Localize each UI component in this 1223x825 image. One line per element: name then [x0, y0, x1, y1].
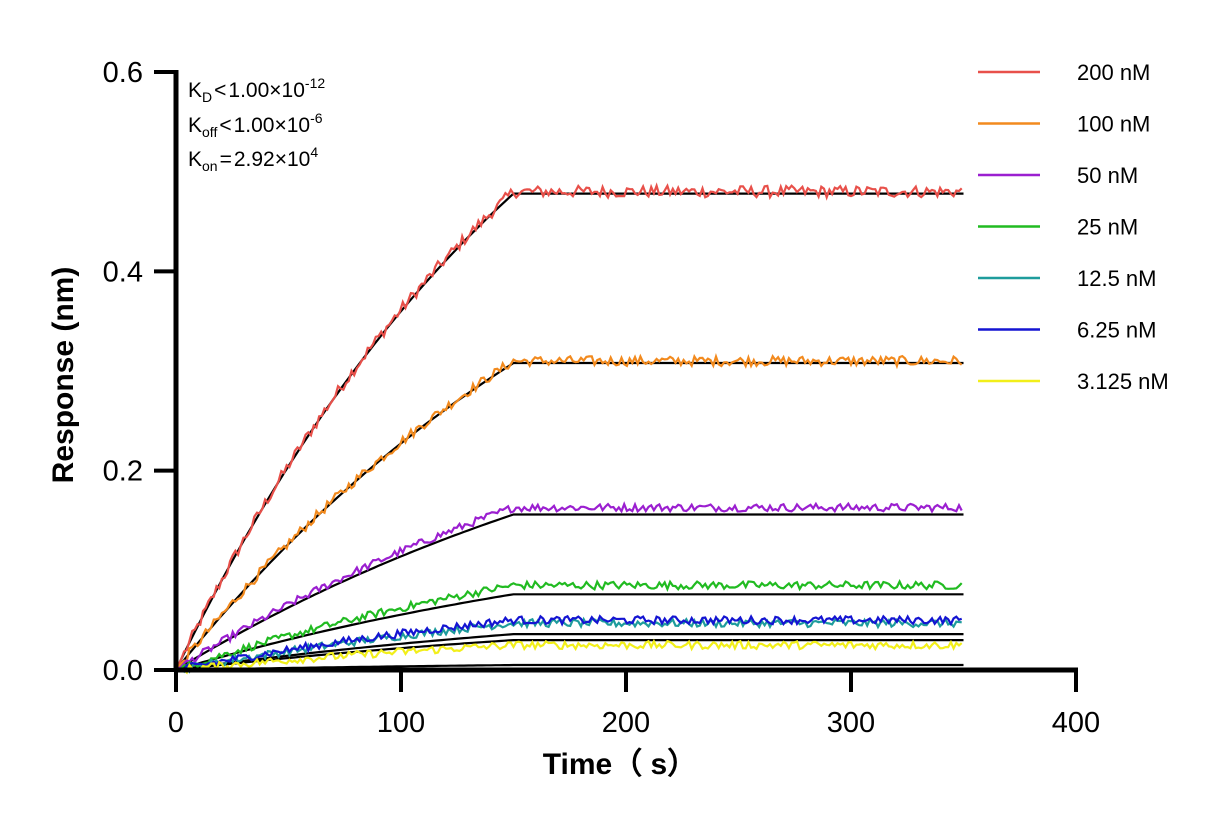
series-line	[175, 501, 963, 671]
response-traces	[175, 182, 963, 675]
fit-curve	[175, 593, 964, 672]
fit-curve	[175, 192, 964, 671]
x-ticks: 0 100 200 300 400	[168, 670, 1100, 739]
legend-label: 100 nM	[1077, 112, 1150, 137]
y-tick-label: 0.4	[103, 256, 143, 288]
y-tick-label: 0.2	[103, 456, 143, 488]
legend-label: 200 nM	[1077, 60, 1150, 85]
x-axis-title: Time（ s）	[543, 747, 698, 781]
legend-label: 50 nM	[1077, 163, 1138, 188]
legend-label: 25 nM	[1077, 215, 1138, 240]
legend-label: 12.5 nM	[1077, 266, 1157, 291]
y-ticks: 0.0 0.2 0.4 0.6	[103, 57, 176, 687]
y-tick-label: 0.0	[103, 655, 143, 687]
y-axis-title: Response (nm)	[47, 267, 80, 484]
kd-annotation: KD<1.00×10-12	[188, 75, 325, 105]
koff-annotation: Koff<1.00×10-6	[188, 110, 323, 140]
kinetic-constants: KD<1.00×10-12 Koff<1.00×10-6 Kon=2.92×10…	[188, 75, 325, 174]
x-tick-label: 200	[602, 707, 650, 739]
legend-label: 3.125 nM	[1077, 369, 1169, 394]
fit-curve	[175, 633, 964, 672]
x-tick-label: 100	[377, 707, 425, 739]
y-tick-label: 0.6	[103, 57, 143, 89]
series-line	[175, 579, 963, 672]
series-line	[175, 638, 963, 675]
legend-label: 6.25 nM	[1077, 318, 1157, 343]
x-tick-label: 0	[168, 707, 184, 739]
fit-curves	[175, 192, 964, 672]
x-tick-label: 400	[1052, 707, 1100, 739]
kon-annotation: Kon=2.92×104	[188, 144, 318, 174]
fit-curve	[175, 513, 964, 671]
series-line	[175, 353, 963, 671]
x-tick-label: 300	[827, 707, 875, 739]
series-line	[175, 614, 963, 672]
series-line	[175, 182, 963, 671]
fit-curve	[175, 639, 964, 672]
legend: 200 nM 100 nM 50 nM 25 nM 12.5 nM 6.25 nM 3.12…	[978, 60, 1169, 394]
